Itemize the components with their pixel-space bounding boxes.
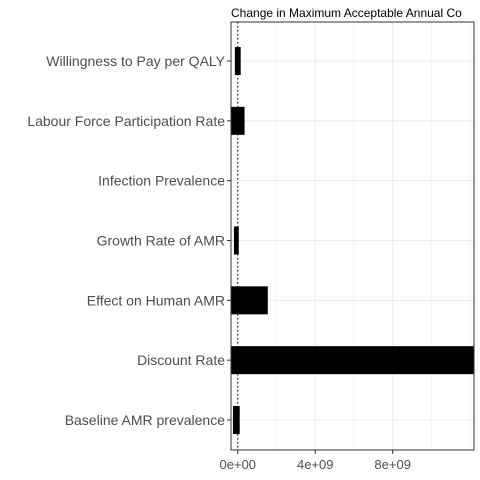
y-tick-label: Baseline AMR prevalence — [65, 412, 226, 428]
bar-5 — [231, 346, 474, 375]
bar-4 — [231, 286, 268, 315]
panel-border — [230, 21, 475, 451]
bar-1 — [231, 106, 245, 135]
y-tick-label: Willingness to Pay per QALY — [46, 53, 225, 69]
bars — [231, 47, 474, 434]
x-tick-label: 8e+09 — [374, 457, 411, 472]
x-tick-label: 4e+09 — [297, 457, 334, 472]
y-tick-label: Discount Rate — [137, 352, 225, 368]
y-tick-label: Effect on Human AMR — [87, 292, 225, 308]
y-tick-label: Labour Force Participation Rate — [27, 113, 225, 129]
bar-0 — [234, 47, 241, 75]
chart-title: Change in Maximum Acceptable Annual Co — [231, 6, 462, 20]
x-tick-label: 0e+00 — [220, 457, 257, 472]
axes: Willingness to Pay per QALY Labour Force … — [27, 53, 411, 472]
grid-lines — [231, 22, 474, 450]
bar-3 — [233, 226, 239, 255]
bar-6 — [232, 406, 240, 434]
y-tick-label: Growth Rate of AMR — [97, 233, 225, 249]
y-tick-label: Infection Prevalence — [98, 173, 225, 189]
